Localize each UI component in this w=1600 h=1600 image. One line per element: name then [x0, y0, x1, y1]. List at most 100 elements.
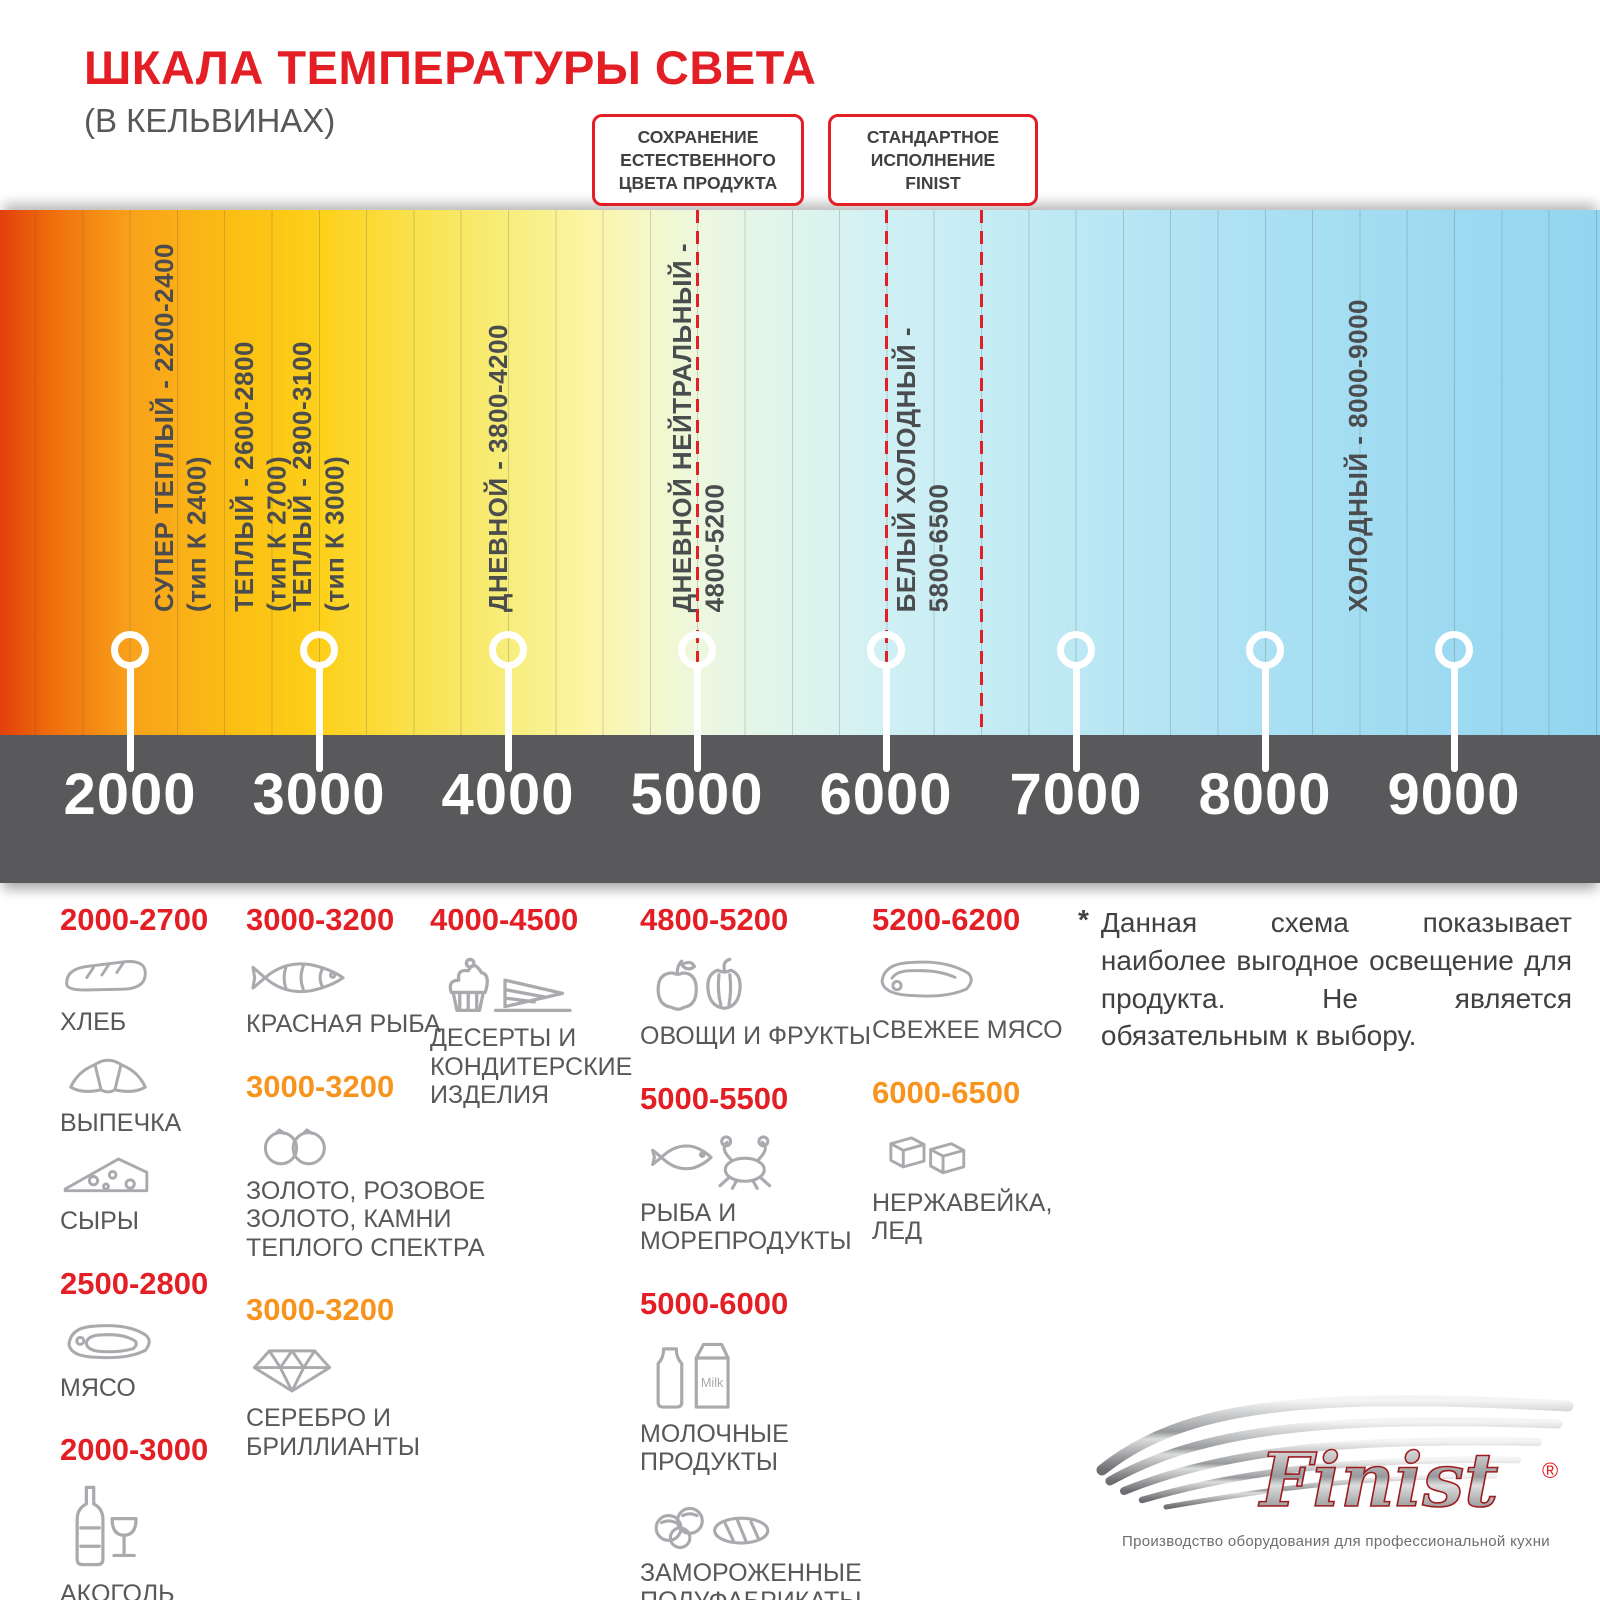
bread-icon	[60, 950, 242, 1005]
category-range: 2500-2800	[60, 1265, 209, 1301]
category-label: РЫБА И МОРЕПРОДУКТЫ	[640, 1198, 852, 1256]
desserts-icon	[430, 950, 638, 1021]
tick-2000: 2000	[63, 762, 197, 827]
category-item: ЗОЛОТО, РОЗОВОЕ ЗОЛОТО, КАМНИ ТЕПЛОГО СП…	[246, 1117, 488, 1263]
zone-label-daylight: ДНЕВНОЙ - 3800-4200	[482, 324, 515, 612]
ice-icon	[872, 1123, 1074, 1186]
category-label: ОВОЩИ И ФРУКТЫ	[640, 1022, 871, 1050]
dashed-line-6000k	[885, 189, 888, 735]
callout-line: FINIST	[905, 172, 961, 193]
callout-line: СОХРАНЕНИЕ	[637, 127, 759, 147]
category-label: ВЫПЕЧКА	[60, 1108, 182, 1137]
category-label: СВЕЖЕЕ МЯСО	[872, 1016, 1063, 1044]
category-label: ЗОЛОТО, РОЗОВОЕ ЗОЛОТО, КАМНИ ТЕПЛОГО СП…	[246, 1176, 486, 1262]
registered-mark: ®	[1542, 1458, 1558, 1483]
category-label: МОЛОЧНЫЕ ПРОДУКТЫ	[640, 1419, 789, 1477]
category-item: СВЕЖЕЕ МЯСО	[872, 950, 1074, 1045]
marker-stem-3000	[316, 666, 323, 772]
callout-line: ЦВЕТА ПРОДУКТА	[618, 172, 778, 193]
category-column-1: 2000-2700 ХЛЕБ ВЫПЕЧКА	[60, 902, 242, 1600]
tick-3000: 3000	[252, 762, 386, 827]
category-range: 5000-5500	[640, 1080, 789, 1116]
category-item: ОВОЩИ И ФРУКТЫ	[640, 950, 906, 1051]
zone-type: (тип К 3000)	[319, 456, 350, 612]
category-block: 2000-2700 ХЛЕБ ВЫПЕЧКА	[60, 902, 242, 1236]
category-item: ХЛЕБ	[60, 950, 242, 1037]
zone-type: (тип К 2400)	[181, 456, 212, 612]
category-item: КРАСНАЯ РЫБА	[246, 950, 488, 1039]
marker-circle-4000	[489, 631, 527, 669]
callout-standard-finist: СТАНДАРТНОЕ ИСПОЛНЕНИЕ FINIST	[828, 114, 1038, 207]
marker-circle-9000	[1435, 631, 1473, 669]
category-block: 2000-3000 АКОГОЛЬ	[60, 1432, 242, 1600]
footnote-text: Данная схема показывает наиболее выгодно…	[1100, 907, 1572, 1052]
dairy-icon: Milk	[640, 1334, 906, 1417]
category-item: СЫРЫ	[60, 1149, 242, 1236]
category-block: 5000-5500 РЫБА И МОРЕПРОДУКТЫ	[640, 1081, 906, 1256]
wing-icon	[1096, 1395, 1574, 1510]
category-item: ДЕСЕРТЫ И КОНДИТЕРСКИЕ ИЗДЕЛИЯ	[430, 950, 638, 1110]
category-label: ДЕСЕРТЫ И КОНДИТЕРСКИЕ ИЗДЕЛИЯ	[430, 1024, 633, 1109]
category-range: 4000-4500	[430, 902, 579, 937]
zone-label-cool-white: БЕЛЫЙ ХОЛОДНЫЙ - 5800-6500	[890, 327, 955, 612]
zone-name: ХОЛОДНЫЙ - 8000-9000	[1343, 298, 1373, 612]
jewelry-rings-icon	[246, 1117, 488, 1174]
category-block: 3000-3200 ЗОЛОТО, РОЗОВОЕ ЗОЛОТО, КАМНИ …	[246, 1069, 488, 1263]
marker-circle-6000	[867, 631, 905, 669]
finist-logo-graphic: Finist ®	[1096, 1395, 1574, 1525]
marker-circle-2000	[111, 631, 149, 669]
milk-label-text: Milk	[701, 1376, 724, 1390]
callout-line: СТАНДАРТНОЕ	[866, 127, 1000, 147]
zone-type: 4800-5200	[699, 483, 730, 612]
cheese-icon	[60, 1149, 242, 1204]
zone-label-warm-3000: ТЕПЛЫЙ - 2900-3100 (тип К 3000)	[286, 341, 351, 612]
logo-brand-text: Finist	[1258, 1438, 1498, 1524]
tick-7000: 7000	[1009, 762, 1143, 827]
category-item: АКОГОЛЬ	[60, 1480, 242, 1600]
callout-natural-color: СОХРАНЕНИЕ ЕСТЕСТВЕННОГО ЦВЕТА ПРОДУКТА	[592, 114, 804, 207]
category-item: ВЫПЕЧКА	[60, 1049, 242, 1138]
marker-stem-2000	[127, 666, 134, 772]
alcohol-icon	[60, 1480, 242, 1577]
category-range: 5000-6000	[640, 1285, 789, 1321]
category-item: СЕРЕБРО И БРИЛЛИАНТЫ	[246, 1340, 488, 1461]
zone-name: ТЕПЛЫЙ - 2900-3100	[287, 341, 317, 612]
zone-name: ТЕПЛЫЙ - 2600-2800	[229, 341, 259, 612]
category-range: 6000-6500	[872, 1074, 1021, 1110]
category-block: 3000-3200 СЕРЕБРО И БРИЛЛИАНТЫ	[246, 1292, 488, 1461]
marker-circle-7000	[1057, 631, 1095, 669]
zone-name: ДНЕВНОЙ - 3800-4200	[483, 323, 513, 612]
category-item: Milk МОЛОЧНЫЕ ПРОДУКТЫ	[640, 1334, 906, 1477]
marker-circle-5000	[678, 631, 716, 669]
category-item: НЕРЖАВЕЙКА, ЛЕД	[872, 1123, 1074, 1246]
category-range: 4800-5200	[640, 902, 789, 937]
tick-6000: 6000	[819, 762, 953, 827]
diamond-icon	[246, 1340, 488, 1401]
page-title: ШКАЛА ТЕМПЕРАТУРЫ СВЕТА	[84, 41, 817, 94]
food-categories-section: 2000-2700 ХЛЕБ ВЫПЕЧКА	[0, 902, 1600, 1600]
category-block: 4800-5200 ОВОЩИ И ФРУКТЫ	[640, 902, 906, 1051]
fish-icon	[246, 950, 488, 1007]
category-column-2: 3000-3200 КРАСНАЯ РЫБА 3000-3200 ЗОЛОТО,…	[246, 902, 488, 1461]
category-label: ЗАМОРОЖЕННЫЕ ПОЛУФАБРИКАТЫ	[640, 1558, 862, 1600]
seafood-icon	[640, 1129, 906, 1196]
category-block: 2500-2800 МЯСО	[60, 1266, 242, 1403]
category-item: МЯСО	[60, 1314, 242, 1403]
marker-circle-3000	[300, 631, 338, 669]
category-block: 6000-6500 НЕРЖАВЕЙКА, ЛЕД	[872, 1075, 1074, 1246]
frozen-food-icon	[640, 1489, 906, 1556]
zone-name: СУПЕР ТЕПЛЫЙ - 2200-2400	[149, 243, 179, 612]
marker-stem-9000	[1451, 666, 1458, 772]
marker-stem-4000	[505, 666, 512, 772]
category-range: 2000-3000	[60, 1432, 209, 1467]
category-item: РЫБА И МОРЕПРОДУКТЫ	[640, 1129, 906, 1256]
category-range: 3000-3200	[246, 1068, 395, 1104]
logo-caption: Производство оборудования для профессион…	[1122, 1533, 1550, 1550]
category-label: АКОГОЛЬ	[60, 1580, 175, 1600]
category-block: 5200-6200 СВЕЖЕЕ МЯСО	[872, 902, 1074, 1045]
zone-name: БЕЛЫЙ ХОЛОДНЫЙ -	[891, 326, 921, 612]
category-label: НЕРЖАВЕЙКА, ЛЕД	[872, 1188, 1053, 1246]
fresh-meat-icon	[872, 950, 1074, 1013]
category-label: ХЛЕБ	[60, 1008, 127, 1036]
